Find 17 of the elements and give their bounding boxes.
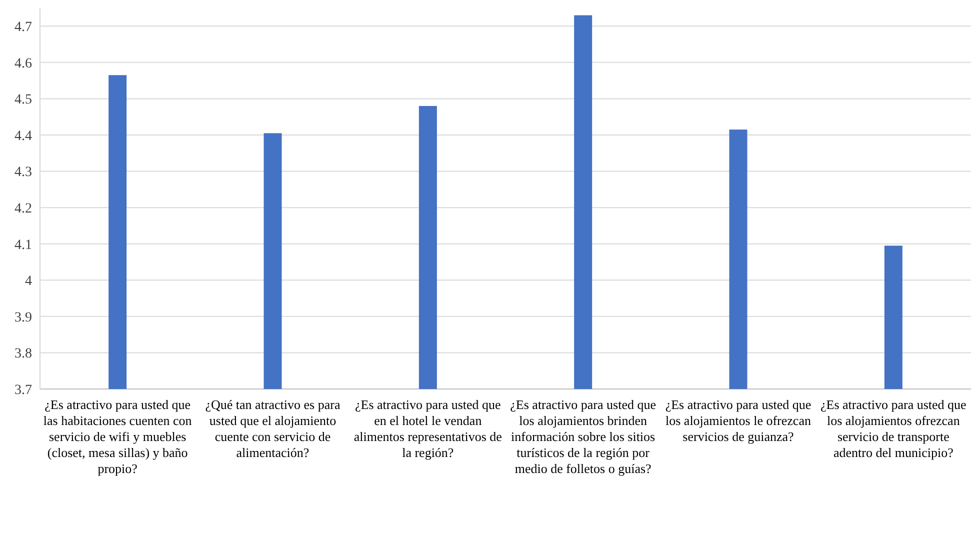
y-tick-label: 4.6 (14, 56, 32, 72)
y-tick-label: 3.7 (14, 382, 32, 398)
y-tick-label: 4.7 (14, 20, 32, 36)
x-tick-label: ¿Qué tan atractivo es para usted que el alojamiento cuente con servicio de alimentación? (205, 397, 340, 460)
y-tick-label: 3.8 (14, 346, 32, 362)
y-tick-label: 4.1 (14, 238, 32, 253)
x-tick-label: ¿Es atractivo para usted que las habitaciones cuenten con servicio de wifi y muebles (closet, mesa sillas) y baño propio? (43, 397, 192, 476)
y-tick-label: 3.9 (14, 310, 32, 326)
x-tick-label: ¿Es atractivo para usted que en el hotel le vendan alimentos representativos de la región? (354, 397, 502, 460)
y-tick-label: 4.4 (14, 128, 32, 144)
y-tick-label: 4.3 (14, 165, 32, 180)
y-tick-label: 4.5 (14, 92, 32, 108)
y-tick-label: 4.2 (14, 201, 32, 216)
y-tick-label: 4 (25, 274, 32, 290)
x-tick-label: ¿Es atractivo para usted que los alojamientos brinden información sobre los sitios turísticos de la región por medio de folletos o guías? (510, 397, 656, 476)
x-tick-label: ¿Es atractivo para usted que los alojamientos le ofrezcan servicios de guianza? (665, 397, 812, 444)
x-tick-label: ¿Es atractivo para usted que los alojamientos ofrezcan servicio de transporte adentro del municipio? (820, 397, 967, 460)
